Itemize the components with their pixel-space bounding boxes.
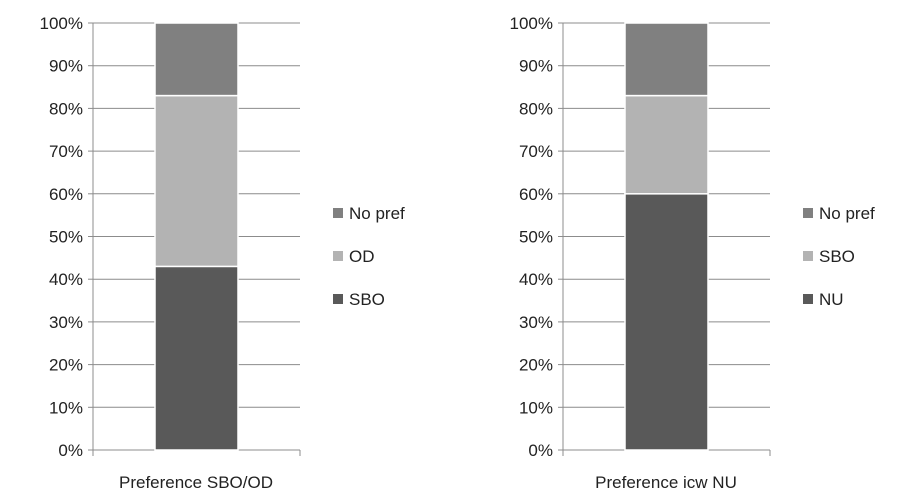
y-tick-label: 70%: [519, 142, 553, 161]
chart-panel-preference-icw-nu: 0% 10% 20% 30% 40% 50% 60% 70% 80% 90% 100% Prefere…: [510, 14, 876, 492]
legend-swatch-nu: [803, 294, 813, 304]
y-tick-label: 30%: [49, 313, 83, 332]
bar-segment-sbo: [154, 265, 239, 451]
legend-swatch-no-pref: [333, 208, 343, 218]
legend-swatch-sbo: [803, 251, 813, 261]
bar-segment-nu: [624, 193, 709, 451]
y-tick-label: 100%: [510, 14, 553, 33]
y-tick-label: 50%: [519, 228, 553, 247]
y-tick-label: 10%: [519, 398, 553, 417]
bar-segment-no-pref: [624, 22, 709, 97]
legend-label-nu: NU: [819, 290, 844, 309]
y-tick-label: 70%: [49, 142, 83, 161]
y-tick-label: 20%: [49, 356, 83, 375]
y-tick-label: 90%: [519, 57, 553, 76]
y-tick-label: 0%: [528, 441, 553, 460]
y-tick-label: 40%: [49, 270, 83, 289]
legend-swatch-sbo: [333, 294, 343, 304]
y-tick-label: 80%: [49, 99, 83, 118]
y-tick-label: 100%: [40, 14, 83, 33]
chart-panel-preference-sbo-od: 0% 10% 20% 30% 40% 50% 60% 70% 80% 90% 100% Prefere…: [40, 14, 406, 492]
legend-label-no-pref: No pref: [819, 204, 875, 223]
bar-segment-od: [154, 94, 239, 268]
bar-segment-no-pref: [154, 22, 239, 97]
y-tick-label: 0%: [58, 441, 83, 460]
y-tick-label: 40%: [519, 270, 553, 289]
legend-swatch-no-pref: [803, 208, 813, 218]
y-tick-label: 50%: [49, 228, 83, 247]
y-tick-label: 10%: [49, 398, 83, 417]
y-tick-label: 90%: [49, 57, 83, 76]
legend-label-od: OD: [349, 247, 375, 266]
legend-swatch-od: [333, 251, 343, 261]
y-tick-label: 20%: [519, 356, 553, 375]
y-tick-label: 80%: [519, 99, 553, 118]
legend-label-sbo: SBO: [349, 290, 385, 309]
x-category-label: Preference icw NU: [595, 473, 737, 492]
bar-segment-sbo: [624, 94, 709, 195]
x-category-label: Preference SBO/OD: [119, 473, 273, 492]
y-tick-label: 30%: [519, 313, 553, 332]
legend-label-no-pref: No pref: [349, 204, 405, 223]
legend-label-sbo: SBO: [819, 247, 855, 266]
y-tick-label: 60%: [49, 185, 83, 204]
y-tick-label: 60%: [519, 185, 553, 204]
